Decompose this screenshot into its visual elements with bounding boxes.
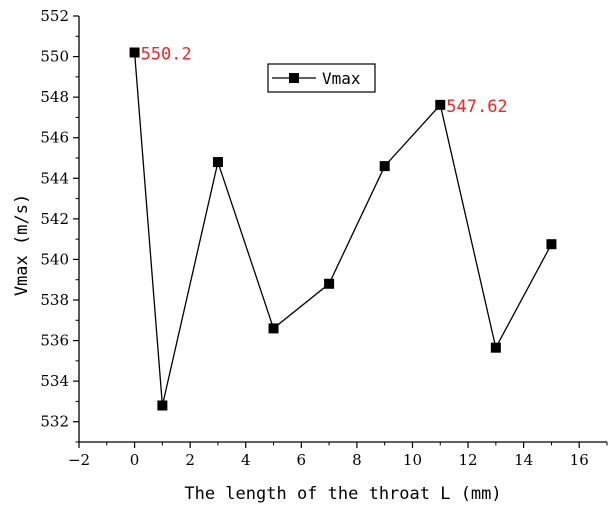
x-tick-label: 2 bbox=[185, 451, 195, 469]
data-point-marker bbox=[490, 342, 501, 353]
x-tick-labels: −2 0 2 4 6 8 10 12 14 16 bbox=[68, 451, 589, 469]
plot-frame bbox=[78, 16, 607, 443]
y-tick-label: 532 bbox=[40, 413, 69, 431]
series-markers bbox=[129, 47, 557, 411]
x-tick-label: 6 bbox=[297, 451, 307, 469]
y-tick-label: 536 bbox=[40, 332, 69, 350]
x-axis-title: The length of the throat L (mm) bbox=[184, 484, 501, 504]
x-tick-label: 0 bbox=[130, 451, 140, 469]
y-tick-label: 538 bbox=[40, 291, 69, 309]
data-point-marker bbox=[435, 99, 446, 110]
x-tick-label: 12 bbox=[459, 451, 478, 469]
legend-label: Vmax bbox=[322, 69, 361, 88]
legend: Vmax bbox=[267, 63, 376, 93]
x-tick-label: 10 bbox=[403, 451, 422, 469]
y-tick-label: 542 bbox=[40, 210, 69, 228]
x-tick-label: 4 bbox=[241, 451, 251, 469]
data-point-marker bbox=[212, 157, 223, 168]
y-tick-label: 550 bbox=[40, 48, 69, 66]
axis-ticks bbox=[73, 15, 608, 448]
data-label: 550.2 bbox=[141, 45, 192, 65]
data-point-marker bbox=[157, 400, 168, 411]
y-axis-title: Vmax (m/s) bbox=[12, 194, 32, 296]
y-tick-label: 534 bbox=[40, 372, 69, 390]
data-point-marker bbox=[324, 278, 335, 289]
data-point-marker bbox=[379, 161, 390, 172]
annotations: 550.2 547.62 bbox=[141, 45, 508, 117]
y-tick-label: 540 bbox=[40, 250, 69, 268]
y-tick-label: 552 bbox=[40, 7, 69, 25]
x-tick-label: 16 bbox=[570, 451, 589, 469]
legend-marker-sample bbox=[289, 73, 299, 83]
data-point-marker bbox=[546, 239, 557, 250]
x-tick-label: 8 bbox=[352, 451, 362, 469]
x-tick-label: 14 bbox=[514, 451, 533, 469]
data-label: 547.62 bbox=[446, 97, 507, 117]
data-point-marker bbox=[268, 323, 279, 334]
y-tick-label: 548 bbox=[40, 88, 69, 106]
data-point-marker bbox=[129, 47, 140, 58]
x-tick-label: −2 bbox=[68, 451, 90, 469]
y-tick-labels: 532 534 536 538 540 542 544 546 548 550 552 bbox=[40, 7, 69, 431]
y-tick-label: 544 bbox=[40, 169, 69, 187]
y-tick-label: 546 bbox=[40, 129, 69, 147]
